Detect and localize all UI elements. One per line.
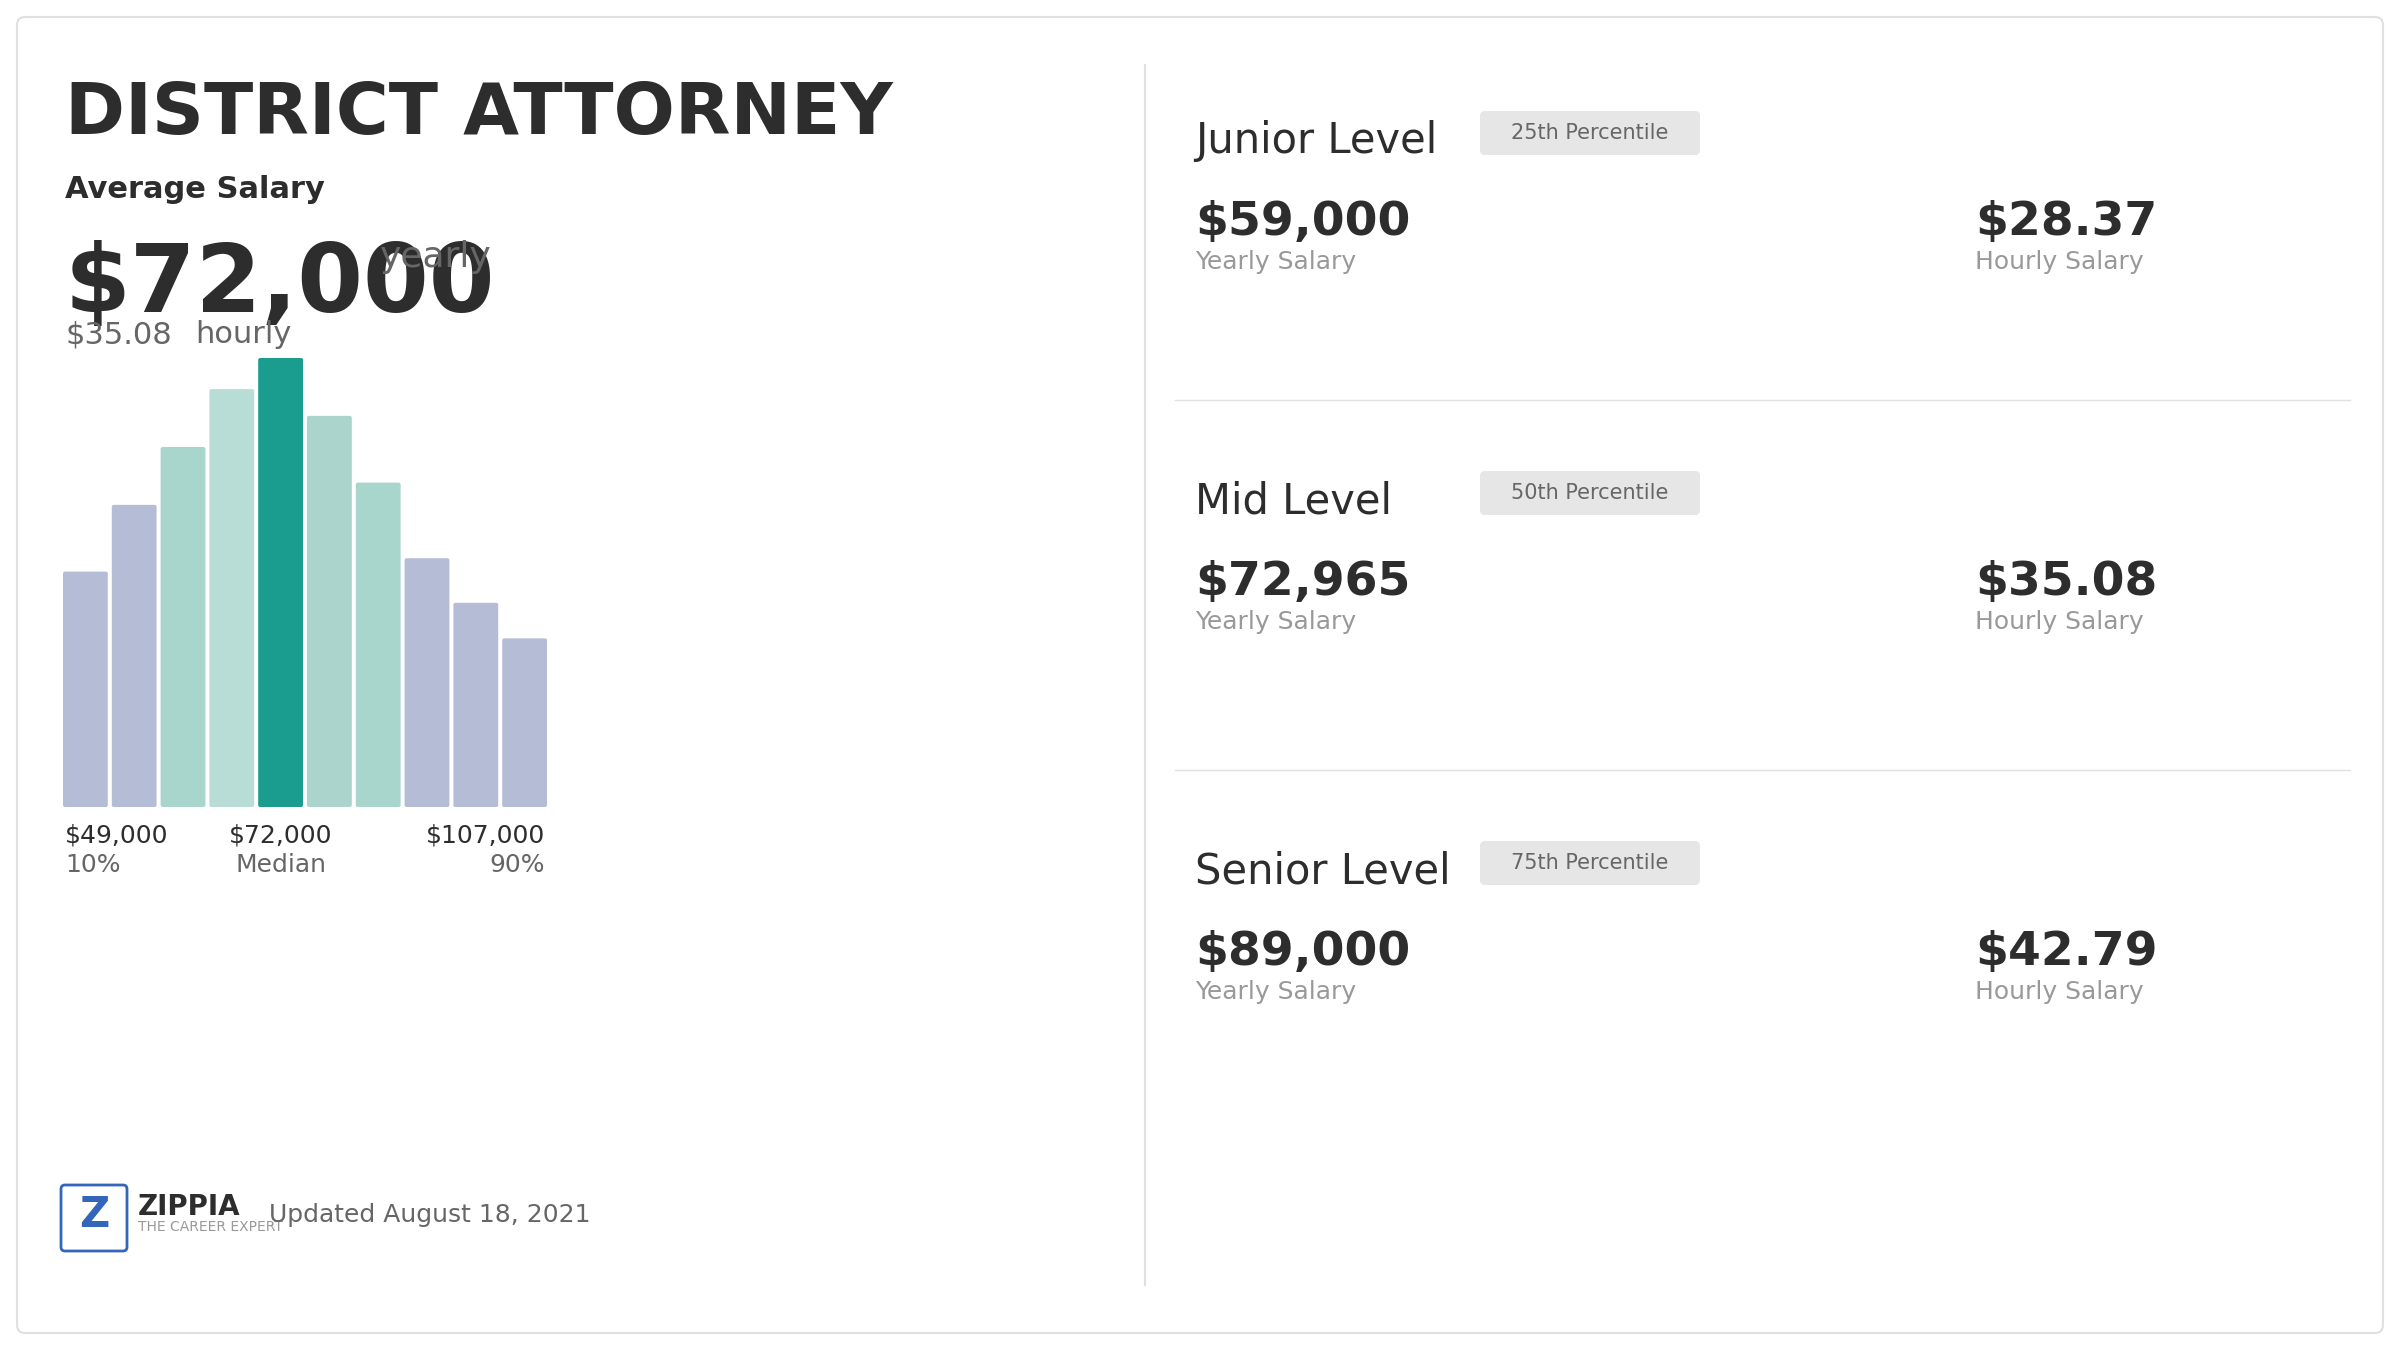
Text: THE CAREER EXPERT: THE CAREER EXPERT <box>139 1220 283 1234</box>
FancyBboxPatch shape <box>161 447 206 807</box>
FancyBboxPatch shape <box>355 482 401 807</box>
Text: Updated August 18, 2021: Updated August 18, 2021 <box>269 1203 590 1227</box>
FancyBboxPatch shape <box>454 602 499 807</box>
FancyBboxPatch shape <box>1481 841 1699 886</box>
Text: $42.79: $42.79 <box>1975 930 2158 975</box>
Text: $35.08: $35.08 <box>65 320 173 350</box>
Text: Junior Level: Junior Level <box>1195 120 1438 162</box>
Text: Hourly Salary: Hourly Salary <box>1975 250 2143 274</box>
Text: Yearly Salary: Yearly Salary <box>1195 980 1356 1004</box>
Text: $72,000: $72,000 <box>228 824 331 846</box>
Text: Yearly Salary: Yearly Salary <box>1195 250 1356 274</box>
Text: hourly: hourly <box>194 320 290 350</box>
Text: Z: Z <box>79 1193 108 1237</box>
FancyBboxPatch shape <box>1481 471 1699 514</box>
Text: $35.08: $35.08 <box>1975 560 2158 605</box>
Text: Yearly Salary: Yearly Salary <box>1195 610 1356 634</box>
FancyBboxPatch shape <box>60 1185 127 1251</box>
Text: Hourly Salary: Hourly Salary <box>1975 610 2143 634</box>
FancyBboxPatch shape <box>307 416 353 807</box>
Text: 10%: 10% <box>65 853 120 878</box>
FancyBboxPatch shape <box>113 505 156 807</box>
Text: $59,000: $59,000 <box>1195 200 1411 244</box>
Text: Average Salary: Average Salary <box>65 176 324 204</box>
FancyBboxPatch shape <box>209 389 254 807</box>
FancyBboxPatch shape <box>1481 111 1699 155</box>
Text: $72,000: $72,000 <box>65 240 494 332</box>
FancyBboxPatch shape <box>406 559 449 807</box>
Text: 75th Percentile: 75th Percentile <box>1512 853 1668 873</box>
Text: yearly: yearly <box>379 240 492 274</box>
Text: Mid Level: Mid Level <box>1195 481 1392 522</box>
Text: $28.37: $28.37 <box>1975 200 2158 244</box>
Text: 90%: 90% <box>490 853 545 878</box>
FancyBboxPatch shape <box>259 358 302 807</box>
Text: Median: Median <box>235 853 326 878</box>
FancyBboxPatch shape <box>502 639 547 807</box>
Text: $89,000: $89,000 <box>1195 930 1411 975</box>
Text: 50th Percentile: 50th Percentile <box>1512 483 1668 504</box>
Text: $107,000: $107,000 <box>425 824 545 846</box>
Text: Senior Level: Senior Level <box>1195 850 1450 892</box>
Text: $49,000: $49,000 <box>65 824 168 846</box>
Text: ZIPPIA: ZIPPIA <box>139 1193 240 1220</box>
Text: Hourly Salary: Hourly Salary <box>1975 980 2143 1004</box>
FancyBboxPatch shape <box>17 18 2383 1332</box>
Text: $72,965: $72,965 <box>1195 560 1411 605</box>
Text: DISTRICT ATTORNEY: DISTRICT ATTORNEY <box>65 80 893 148</box>
Text: 25th Percentile: 25th Percentile <box>1512 123 1668 143</box>
FancyBboxPatch shape <box>62 571 108 807</box>
